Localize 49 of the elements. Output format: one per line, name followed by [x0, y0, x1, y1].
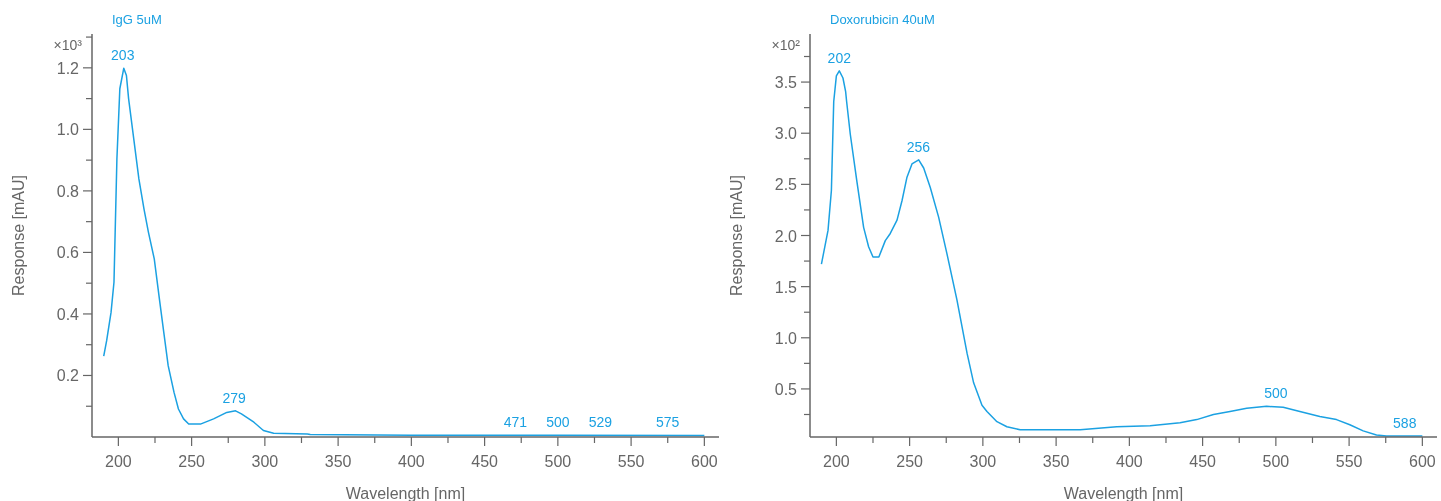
y-tick-label: 3.5 [774, 74, 798, 92]
y-tick-label: 1.0 [56, 121, 80, 139]
y-tick-label: 1.5 [774, 278, 798, 296]
annotation: 529 [588, 414, 613, 431]
x-tick-label: 250 [896, 453, 924, 470]
y-axis-title: Response [mAU] [728, 175, 745, 296]
text: ×10³ [53, 37, 83, 53]
text: ×10² [771, 37, 801, 53]
x-tick-label: 600 [1409, 453, 1436, 470]
y-tick-label: 2.0 [774, 227, 798, 245]
x-tick-label: 350 [324, 453, 352, 470]
line-series [102, 67, 706, 437]
x-tick-label: 300 [251, 453, 279, 470]
x-tick-label: 300 [969, 453, 997, 470]
y-tick-label: 1.2 [56, 59, 80, 77]
x-tick-label: 500 [1262, 453, 1290, 470]
line-series [820, 70, 1424, 437]
x-tick-label: 450 [1189, 453, 1217, 470]
x-tick-label: 400 [398, 453, 425, 470]
x-tick-label: 600 [691, 453, 718, 470]
x-tick-label: 350 [1042, 453, 1070, 470]
x-tick-label: 550 [1335, 453, 1363, 470]
annotation: 203 [111, 47, 135, 64]
y-tick-label: 2.5 [774, 176, 798, 194]
annotation: 575 [656, 414, 680, 431]
annotation: 588 [1393, 414, 1417, 431]
chart-title: IgG 5uM [112, 12, 162, 27]
annotation: 279 [222, 389, 246, 406]
x-tick-label: 550 [617, 453, 645, 470]
chart-title: Doxorubicin 40uM [830, 12, 935, 27]
y-tick-label: 0.8 [56, 182, 80, 200]
y-tick-label: 0.2 [56, 367, 80, 385]
x-tick-label: 250 [178, 453, 206, 470]
x-tick-label: 500 [544, 453, 572, 470]
y-tick-label: 0.5 [774, 380, 798, 398]
y-axis-title: Response [mAU] [10, 175, 27, 296]
x-tick-label: 200 [105, 453, 132, 470]
y-tick-label: 1.0 [774, 329, 798, 347]
x-tick-label: 200 [823, 453, 850, 470]
annotation: 471 [503, 414, 528, 431]
annotation: 202 [827, 49, 852, 66]
annotation: 256 [906, 138, 931, 155]
annotation: 500 [1264, 385, 1288, 402]
x-tick-label: 400 [1116, 453, 1143, 470]
y-tick-label: 0.4 [56, 305, 80, 323]
x-tick-label: 450 [471, 453, 499, 470]
annotation: 500 [546, 414, 570, 431]
y-tick-label: 0.6 [56, 244, 80, 262]
y-tick-label: 3.0 [774, 125, 798, 143]
